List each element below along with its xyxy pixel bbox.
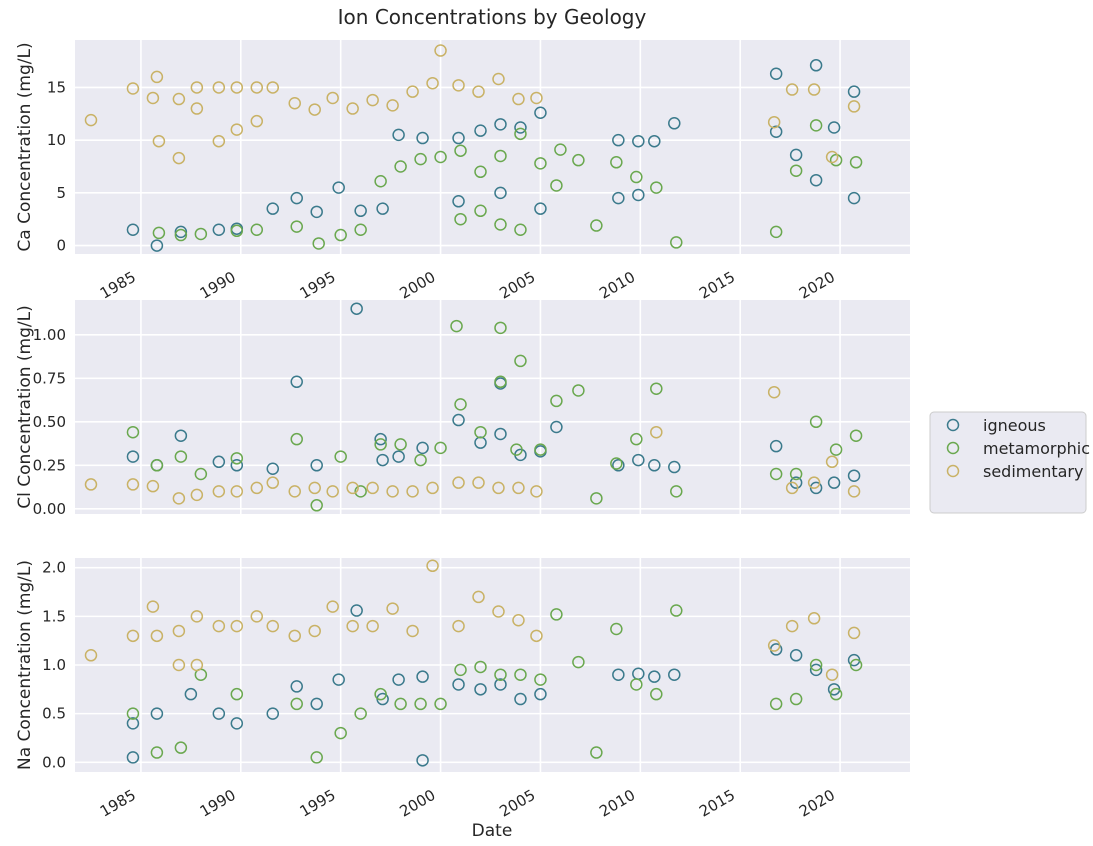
y-tick-label: 10 <box>47 131 66 149</box>
y-tick-label: 0 <box>56 237 66 255</box>
x-tick-label: 2000 <box>396 786 438 821</box>
panel-1: 0.00 0.25 0.50 0.75 1.00Cl Concentration (mg… <box>15 300 910 518</box>
x-tick-label: 1985 <box>97 268 139 303</box>
plot-area <box>75 40 910 254</box>
y-tick-label: 15 <box>47 78 66 96</box>
x-tick-label: 2000 <box>396 268 438 303</box>
y-tick-label: 0.25 <box>33 456 66 474</box>
x-tick-label: 2005 <box>496 786 538 821</box>
y-tick-label: 5 <box>56 184 66 202</box>
x-tick-label: 2015 <box>696 268 738 303</box>
y-tick-label: 0.0 <box>42 753 66 771</box>
x-tick-label: 2010 <box>596 786 638 821</box>
legend-label: sedimentary <box>983 462 1083 481</box>
panel-0: 0 5 10 15 1985 1990 1995 2000 2005 2010 2015 2020 Ca… <box>15 40 910 303</box>
y-tick-label: 0.5 <box>42 705 66 723</box>
legend-label: metamorphic <box>983 439 1090 458</box>
x-tick-label: 2015 <box>696 786 738 821</box>
y-axis-label: Cl Concentration (mg/L) <box>15 305 35 508</box>
x-tick-label: 1990 <box>197 786 239 821</box>
x-axis-label: Date <box>472 821 513 841</box>
legend: igneous metamorphic sedimentary <box>930 412 1090 513</box>
x-tick-label: 2010 <box>596 268 638 303</box>
y-tick-label: 1.5 <box>42 607 66 625</box>
plot-area <box>75 300 910 514</box>
y-tick-label: 0.00 <box>33 500 66 518</box>
y-tick-label: 0.75 <box>33 369 66 387</box>
panel-2: 0.0 0.5 1.0 1.5 2.0 1985 1990 1995 2000 2005 2010 2… <box>15 558 910 821</box>
legend-label: igneous <box>983 416 1046 435</box>
x-tick-label: 2020 <box>796 268 838 303</box>
chart-panels: 0 5 10 15 1985 1990 1995 2000 2005 2010 2015 2020 Ca… <box>15 40 910 821</box>
x-tick-label: 1990 <box>197 268 239 303</box>
y-tick-label: 0.50 <box>33 413 66 431</box>
y-tick-label: 1.00 <box>33 326 66 344</box>
y-axis-label: Ca Concentration (mg/L) <box>15 42 35 251</box>
x-tick-label: 2005 <box>496 268 538 303</box>
y-tick-label: 2.0 <box>42 559 66 577</box>
x-tick-label: 1995 <box>297 786 339 821</box>
y-tick-label: 1.0 <box>42 656 66 674</box>
x-tick-label: 1985 <box>97 786 139 821</box>
x-tick-label: 1995 <box>297 268 339 303</box>
x-tick-label: 2020 <box>796 786 838 821</box>
y-axis-label: Na Concentration (mg/L) <box>15 560 35 770</box>
chart-title: Ion Concentrations by Geology <box>338 5 647 29</box>
